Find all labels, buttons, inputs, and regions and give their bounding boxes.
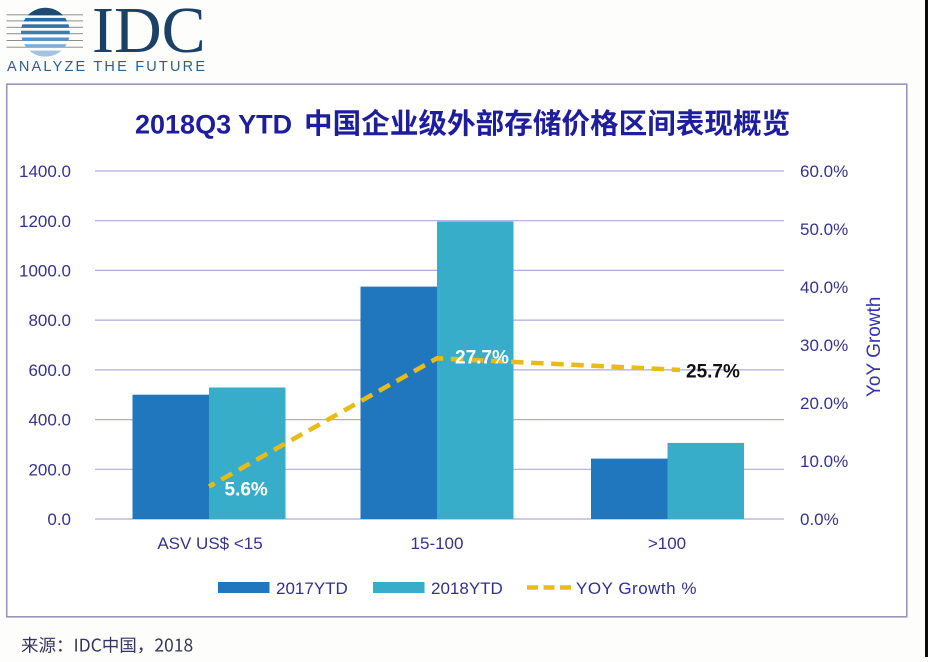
svg-text:15-100: 15-100: [411, 534, 464, 553]
svg-text:400.0: 400.0: [28, 411, 71, 430]
svg-text:60.0%: 60.0%: [800, 162, 848, 181]
svg-text:40.0%: 40.0%: [800, 278, 848, 297]
svg-text:0.0: 0.0: [47, 510, 71, 529]
svg-text:5.6%: 5.6%: [225, 480, 268, 501]
svg-text:IDC: IDC: [92, 0, 206, 67]
svg-text:10.0%: 10.0%: [800, 452, 848, 471]
svg-text:25.7%: 25.7%: [686, 362, 740, 383]
svg-text:1200.0: 1200.0: [19, 212, 71, 231]
svg-text:>100: >100: [648, 534, 686, 553]
svg-text:30.0%: 30.0%: [800, 336, 848, 355]
svg-text:2018YTD: 2018YTD: [431, 579, 503, 598]
svg-text:200.0: 200.0: [28, 460, 71, 479]
svg-text:2017YTD: 2017YTD: [276, 579, 348, 598]
svg-text:ASV US$ <15: ASV US$ <15: [157, 534, 262, 553]
svg-text:YOY Growth %: YOY Growth %: [576, 579, 697, 598]
svg-text:1400.0: 1400.0: [19, 162, 71, 181]
svg-text:1000.0: 1000.0: [19, 262, 71, 281]
svg-text:600.0: 600.0: [28, 361, 71, 380]
svg-text:800.0: 800.0: [28, 311, 71, 330]
svg-text:0.0%: 0.0%: [800, 510, 839, 529]
svg-text:ANALYZE THE FUTURE: ANALYZE THE FUTURE: [7, 59, 207, 75]
svg-text:27.7%: 27.7%: [455, 348, 509, 369]
svg-text:20.0%: 20.0%: [800, 394, 848, 413]
svg-text:YoY Growth: YoY Growth: [864, 297, 885, 397]
svg-text:2018Q3 YTD: 2018Q3 YTD: [135, 110, 292, 140]
svg-text:50.0%: 50.0%: [800, 220, 848, 239]
